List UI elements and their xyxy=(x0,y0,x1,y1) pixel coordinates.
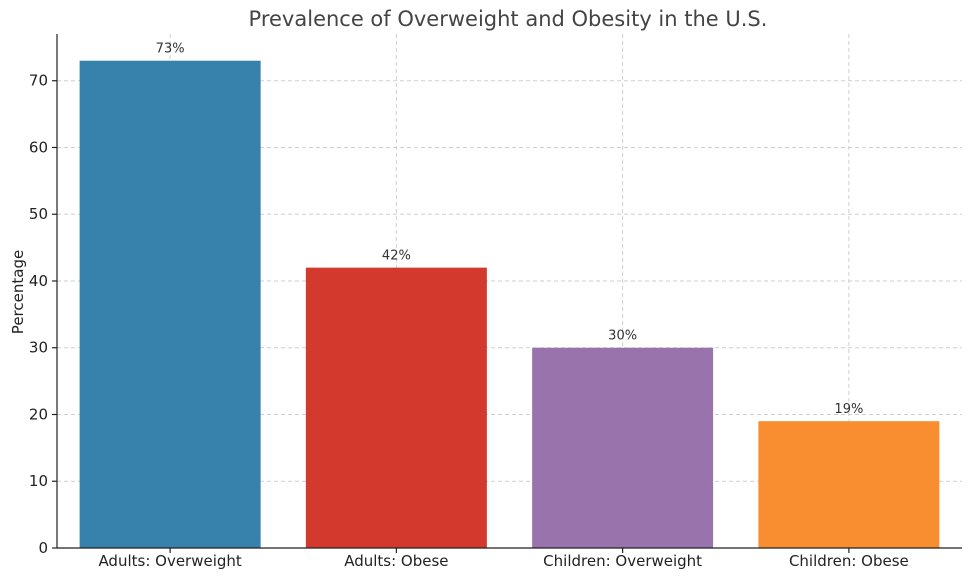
x-tick-label: Children: Obese xyxy=(789,552,909,570)
bar-value-label: 73% xyxy=(156,42,185,57)
labels: 0 10 20 30 40 50 60 70 73% Adults: Overweight 42% A… xyxy=(29,42,909,570)
chart-title: Prevalence of Overweight and Obesity in … xyxy=(249,7,768,31)
y-tick-label: 10 xyxy=(29,472,48,490)
bar-value-label: 19% xyxy=(834,402,863,417)
bar-4 xyxy=(758,421,940,548)
y-tick-label: 50 xyxy=(29,205,48,223)
bars xyxy=(79,60,940,549)
bar-3 xyxy=(532,347,714,548)
y-tick-label: 40 xyxy=(29,272,48,290)
x-tick-label: Adults: Overweight xyxy=(98,552,241,570)
y-tick-label: 30 xyxy=(29,339,48,357)
y-tick-label: 70 xyxy=(29,72,48,90)
y-tick-label: 0 xyxy=(38,539,48,557)
x-tick-label: Adults: Obese xyxy=(344,552,448,570)
bar-value-label: 42% xyxy=(382,249,411,264)
bar-value-label: 30% xyxy=(608,329,637,344)
x-tick-label: Children: Overweight xyxy=(543,552,702,570)
y-tick-label: 20 xyxy=(29,405,48,423)
axes xyxy=(52,34,962,553)
bar-2 xyxy=(305,267,487,548)
y-axis-label: Percentage xyxy=(9,250,27,334)
bar-1 xyxy=(79,60,261,549)
y-tick-label: 60 xyxy=(29,138,48,156)
